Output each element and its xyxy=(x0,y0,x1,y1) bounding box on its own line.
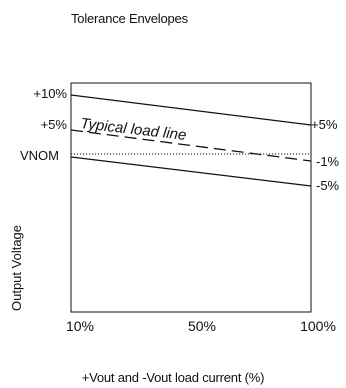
right-label-minus1: -1% xyxy=(316,154,340,169)
x-tick-10: 10% xyxy=(66,318,94,334)
typical-load-line xyxy=(70,129,312,162)
left-label-plus10: +10% xyxy=(33,86,67,101)
y-axis-label: Output Voltage xyxy=(9,225,24,311)
x-tick-100: 100% xyxy=(300,318,336,334)
lower-envelope-line xyxy=(70,156,312,187)
x-tick-50: 50% xyxy=(188,318,216,334)
right-label-plus5: +5% xyxy=(311,117,338,132)
right-label-minus5: -5% xyxy=(316,178,340,193)
upper-envelope-line xyxy=(70,94,312,126)
typical-load-line-label: Typical load line xyxy=(80,115,188,144)
left-label-plus5: +5% xyxy=(41,117,68,132)
left-label-vnom: VNOM xyxy=(20,148,59,163)
plot-frame xyxy=(70,82,312,313)
x-axis-label: +Vout and -Vout load current (%) xyxy=(81,370,265,385)
figure-title: Tolerance Envelopes xyxy=(71,11,188,26)
